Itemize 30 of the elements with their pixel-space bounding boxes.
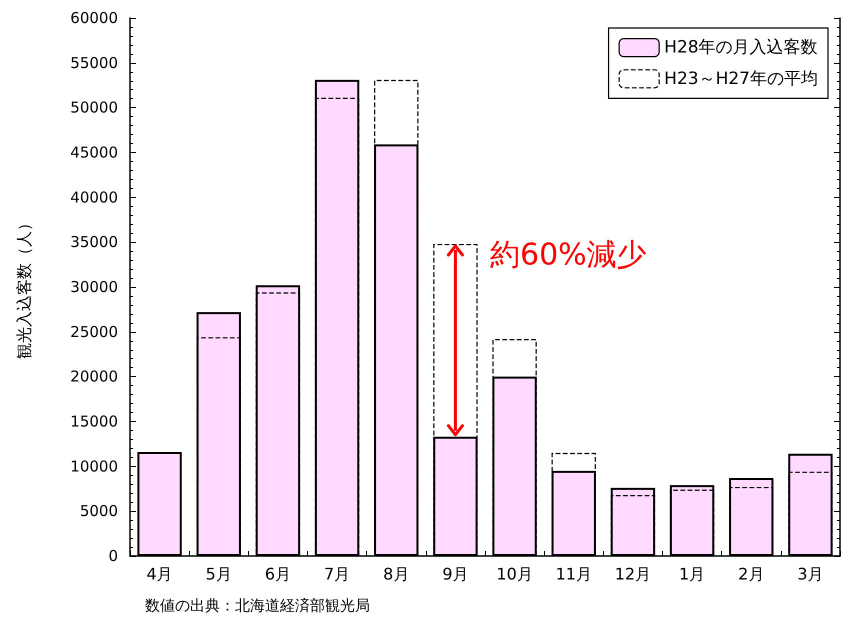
y-tick-label: 25000 (70, 322, 118, 341)
x-tick-label: 1月 (678, 564, 706, 584)
y-tick-label: 50000 (70, 98, 118, 117)
y-tick-label: 30000 (70, 278, 118, 296)
x-tick-label: 9月 (442, 564, 469, 584)
legend-label: H23～H27年の平均 (664, 68, 818, 89)
x-tick-label: 7月 (324, 564, 350, 584)
x-tick-label: 3月 (797, 564, 824, 584)
y-tick-label: 0 (108, 547, 118, 565)
x-tick-label: 4月 (146, 564, 173, 584)
y-tick-label: 60000 (70, 9, 118, 27)
x-tick-label: 10月 (496, 564, 533, 584)
x-tick-label: 5月 (206, 564, 232, 584)
x-tick-label: 8月 (383, 564, 410, 584)
y-tick-label: 35000 (70, 233, 118, 252)
x-tick-label: 6月 (264, 564, 292, 584)
y-axis-title: 観光入込客数（人） (14, 215, 34, 359)
text: 数値の出典：北海道経済部観光局 (145, 596, 370, 614)
x-tick-label: 12月 (614, 564, 652, 584)
x-tick-label: 2月 (738, 564, 764, 584)
y-tick-label: 15000 (70, 412, 118, 430)
y-tick-label: 10000 (70, 457, 118, 476)
x-tick-label: 11月 (556, 564, 592, 584)
y-tick-label: 20000 (70, 368, 118, 386)
annotation: 約60%減少 (490, 238, 647, 272)
y-tick-label: 40000 (70, 188, 118, 206)
y-tick-label: 45000 (70, 144, 118, 162)
legend-label: H28年の月入込客数 (664, 38, 818, 58)
y-tick-label: 55000 (70, 54, 118, 72)
y-tick-label: 5000 (80, 502, 118, 520)
